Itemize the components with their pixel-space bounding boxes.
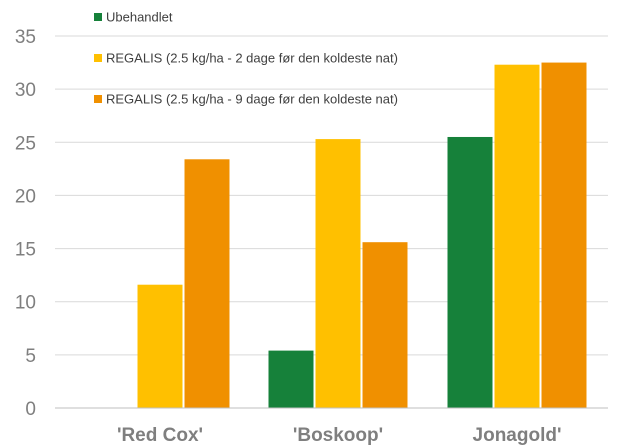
y-tick-label: 30 (15, 80, 36, 101)
bar (137, 284, 183, 408)
y-axis-ticks: 0 5 10 15 20 25 30 35 (15, 27, 36, 420)
bar (315, 139, 361, 408)
x-tick-label: Jonagold' (473, 425, 562, 446)
y-tick-label: 25 (15, 133, 36, 154)
legend: Ubehandlet REGALIS (2.5 kg/ha - 2 dage fø… (94, 10, 398, 107)
legend-label: REGALIS (2.5 kg/ha - 9 dage før den kold… (106, 92, 398, 107)
bars (137, 62, 587, 408)
bar (362, 242, 408, 408)
y-tick-label: 10 (15, 293, 36, 314)
bar (447, 136, 493, 408)
x-axis-ticks: 'Red Cox' 'Boskoop' Jonagold' (117, 425, 562, 446)
bar (268, 350, 314, 408)
legend-label: Ubehandlet (106, 10, 173, 25)
y-tick-label: 35 (15, 27, 36, 48)
y-tick-label: 0 (25, 399, 36, 420)
legend-swatch (94, 13, 102, 21)
bar (184, 159, 230, 408)
y-tick-label: 20 (15, 186, 36, 207)
legend-swatch (94, 54, 102, 62)
legend-label: REGALIS (2.5 kg/ha - 2 dage før den kold… (106, 51, 398, 66)
bar (494, 64, 540, 408)
x-tick-label: 'Red Cox' (117, 425, 203, 446)
x-tick-label: 'Boskoop' (293, 425, 383, 446)
legend-swatch (94, 95, 102, 103)
y-tick-label: 15 (15, 240, 36, 261)
y-tick-label: 5 (25, 346, 36, 367)
bar (541, 62, 587, 408)
